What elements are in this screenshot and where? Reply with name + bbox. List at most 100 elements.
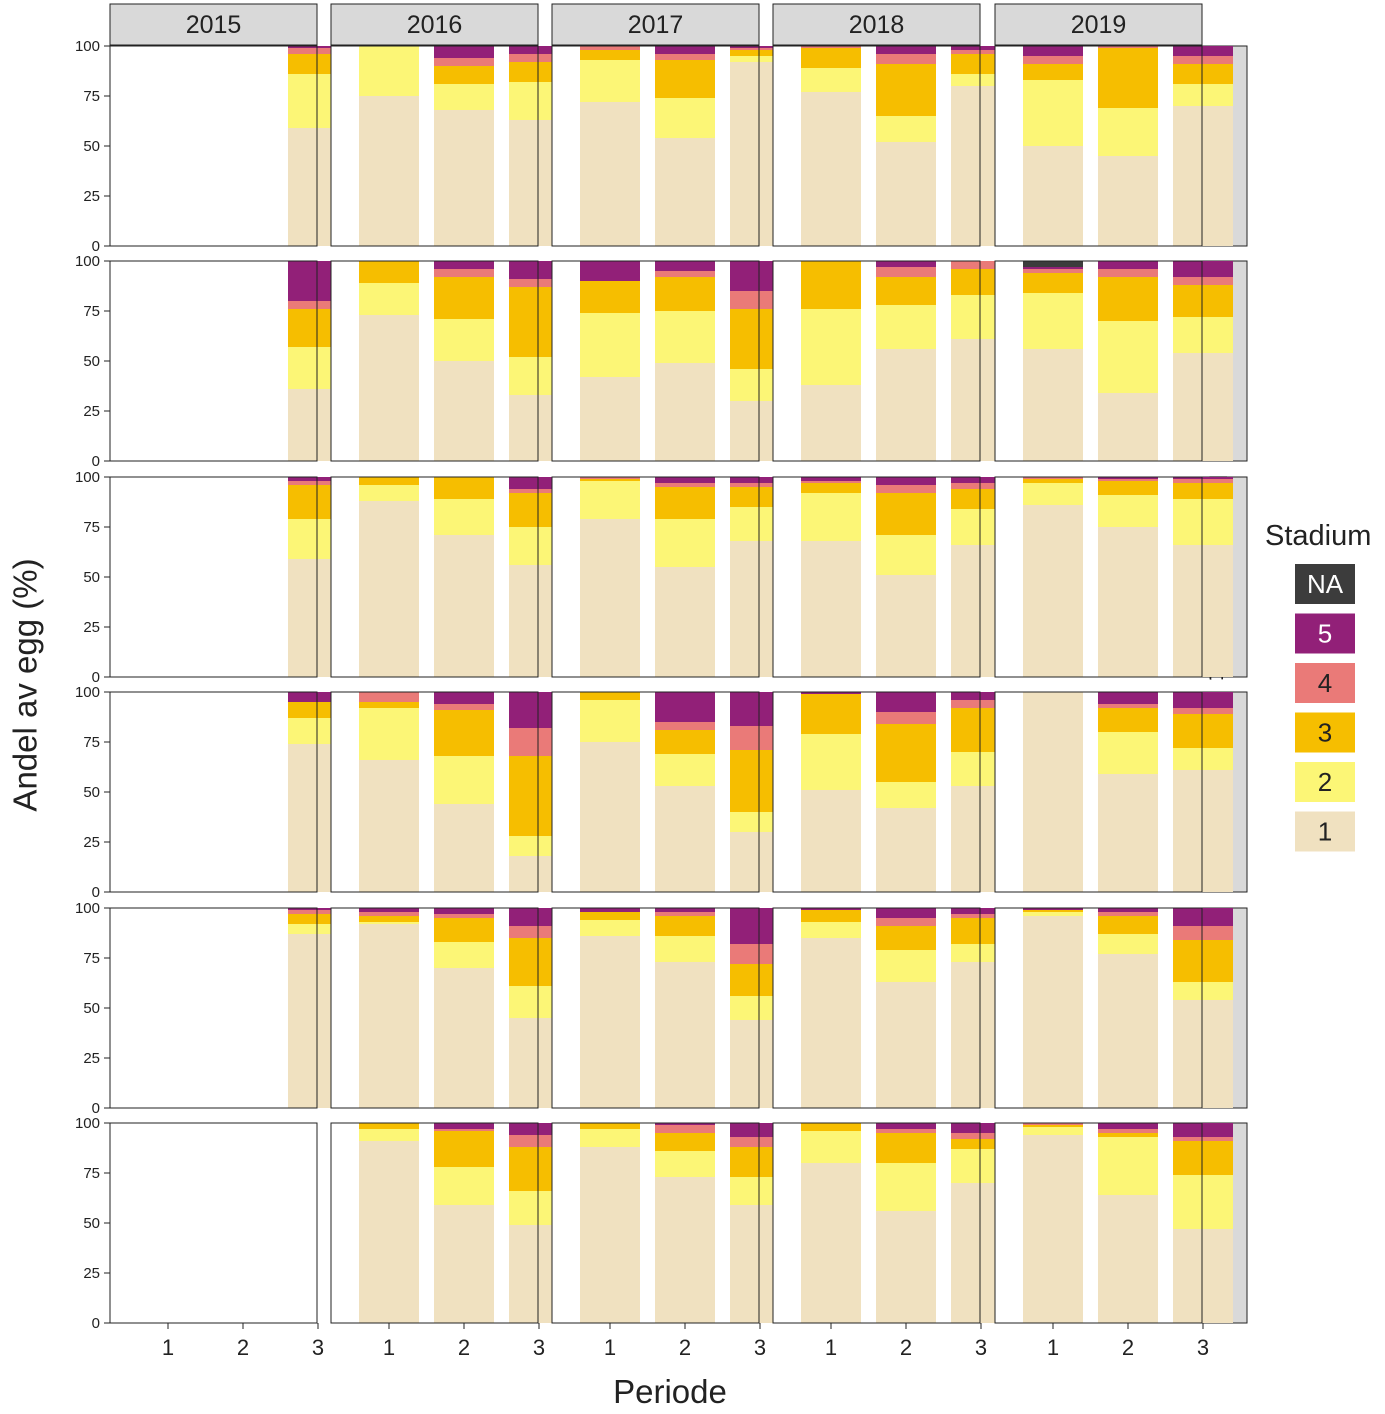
bar-segment-stadium-5 bbox=[1173, 46, 1233, 56]
bar-segment-stadium-5 bbox=[434, 46, 494, 58]
bar-segment-stadium-4 bbox=[1023, 269, 1083, 273]
bar-segment-stadium-5 bbox=[359, 908, 419, 912]
bar-segment-stadium-4 bbox=[876, 54, 936, 64]
bar-segment-stadium-5 bbox=[1098, 692, 1158, 704]
y-tick-label: 75 bbox=[83, 734, 100, 751]
bar-segment-stadium-1 bbox=[1098, 156, 1158, 246]
bar-segment-stadium-3 bbox=[655, 1133, 715, 1151]
bar-segment-stadium-1 bbox=[655, 138, 715, 246]
bar-segment-stadium-3 bbox=[876, 277, 936, 305]
bar-segment-stadium-4 bbox=[1173, 1137, 1233, 1141]
y-tick-label: 100 bbox=[75, 253, 100, 270]
y-tick-label: 75 bbox=[83, 88, 100, 105]
bar-segment-stadium-3 bbox=[1098, 481, 1158, 495]
bar-segment-stadium-1 bbox=[434, 1205, 494, 1323]
bar-segment-stadium-5 bbox=[509, 46, 569, 54]
bar-segment-stadium-2 bbox=[1098, 495, 1158, 527]
bar-segment-stadium-2 bbox=[434, 756, 494, 804]
bar-segment-stadium-1 bbox=[1098, 527, 1158, 677]
panel-border bbox=[994, 691, 1203, 893]
y-tick-label: 50 bbox=[83, 353, 100, 370]
bar-segment-stadium-1 bbox=[359, 760, 419, 892]
bar-segment-stadium-3 bbox=[580, 479, 640, 481]
bar-segment-stadium-1 bbox=[876, 982, 936, 1108]
panel-border bbox=[330, 691, 539, 893]
y-tick-label: 50 bbox=[83, 1000, 100, 1017]
bar-segment-stadium-4 bbox=[434, 1129, 494, 1131]
x-tick-label: 1 bbox=[383, 1335, 395, 1360]
bar-segment-stadium-2 bbox=[876, 116, 936, 142]
bar-segment-stadium-1 bbox=[1173, 106, 1233, 246]
bar-segment-stadium-5 bbox=[1173, 477, 1233, 479]
bar-segment-stadium-4 bbox=[1023, 477, 1083, 479]
bar-segment-stadium-2 bbox=[580, 920, 640, 936]
bar-segment-stadium-1 bbox=[801, 938, 861, 1108]
bar-segment-stadium-1 bbox=[655, 1177, 715, 1323]
bar-segment-stadium-3 bbox=[1173, 940, 1233, 982]
bar-segment-stadium-2 bbox=[655, 311, 715, 363]
x-tick-label: 1 bbox=[1047, 1335, 1059, 1360]
bar-segment-stadium-3 bbox=[951, 1139, 1011, 1149]
bar-segment-stadium-2 bbox=[876, 782, 936, 808]
bar-segment-stadium-4 bbox=[655, 722, 715, 730]
bar-segment-stadium-2 bbox=[1023, 293, 1083, 349]
legend-swatch-na bbox=[1295, 564, 1355, 604]
bar-segment-stadium-na bbox=[1023, 261, 1083, 267]
bar-segment-stadium-2 bbox=[359, 708, 419, 760]
bar-segment-stadium-2 bbox=[580, 1129, 640, 1147]
bar-segment-stadium-2 bbox=[1173, 1175, 1233, 1229]
bar-segment-stadium-3 bbox=[655, 277, 715, 311]
bar-segment-stadium-2 bbox=[434, 1167, 494, 1205]
y-tick-label: 0 bbox=[92, 669, 100, 686]
bar-segment-stadium-4 bbox=[655, 483, 715, 487]
bar-segment-stadium-5 bbox=[434, 1123, 494, 1129]
bar-segment-stadium-3 bbox=[359, 1123, 419, 1129]
bar-segment-stadium-2 bbox=[359, 283, 419, 315]
bar-segment-stadium-5 bbox=[876, 908, 936, 918]
bar-segment-stadium-1 bbox=[801, 790, 861, 892]
bar-segment-stadium-3 bbox=[434, 918, 494, 942]
panel-bg-akvika-2015 bbox=[110, 692, 317, 892]
bar-segment-stadium-2 bbox=[580, 60, 640, 102]
strip-year-2015 bbox=[109, 3, 318, 46]
bar-segment-stadium-1 bbox=[434, 110, 494, 246]
bar-segment-stadium-2 bbox=[1173, 982, 1233, 1000]
panel-border bbox=[330, 1122, 539, 1324]
bar-segment-stadium-2 bbox=[359, 1129, 419, 1141]
bar-segment-stadium-1 bbox=[1173, 1000, 1233, 1108]
bar-segment-stadium-4 bbox=[876, 918, 936, 926]
bar-segment-stadium-5 bbox=[288, 46, 348, 48]
y-tick-label: 50 bbox=[83, 138, 100, 155]
bar-segment-stadium-2 bbox=[1173, 84, 1233, 106]
bar-segment-stadium-5 bbox=[951, 1123, 1011, 1133]
bar-segment-stadium-3 bbox=[655, 60, 715, 98]
bar-segment-stadium-4 bbox=[876, 1129, 936, 1133]
bar-segment-stadium-2 bbox=[655, 519, 715, 567]
strip-year-2018 bbox=[772, 3, 981, 46]
bar-segment-stadium-4 bbox=[655, 912, 715, 916]
bar-segment-stadium-2 bbox=[655, 754, 715, 786]
bar-segment-stadium-1 bbox=[434, 535, 494, 677]
bar-segment-stadium-1 bbox=[359, 96, 419, 246]
panel-bg-glasoysvaet-2015 bbox=[110, 46, 317, 246]
legend-swatch-5 bbox=[1295, 613, 1355, 654]
bar-segment-stadium-3 bbox=[801, 1123, 861, 1131]
bar-segment-stadium-1 bbox=[580, 102, 640, 246]
bar-segment-stadium-5 bbox=[801, 477, 861, 481]
bar-segment-stadium-4 bbox=[951, 914, 1011, 918]
bar-segment-stadium-5 bbox=[1098, 908, 1158, 912]
bar-segment-stadium-4 bbox=[509, 489, 569, 493]
bar-segment-stadium-4 bbox=[509, 279, 569, 287]
bar-segment-stadium-1 bbox=[655, 567, 715, 677]
x-tick-label: 2 bbox=[900, 1335, 912, 1360]
bar-segment-stadium-2 bbox=[801, 734, 861, 790]
bar-segment-stadium-5 bbox=[1098, 261, 1158, 269]
bar-segment-stadium-1 bbox=[655, 962, 715, 1108]
bar-segment-stadium-3 bbox=[655, 487, 715, 519]
bar-segment-stadium-3 bbox=[801, 694, 861, 734]
legend-label-na: NA bbox=[1307, 569, 1344, 599]
bar-segment-stadium-1 bbox=[359, 501, 419, 677]
bar-segment-stadium-2 bbox=[434, 499, 494, 535]
legend-swatch-2 bbox=[1295, 762, 1355, 802]
bar-segment-stadium-2 bbox=[876, 305, 936, 349]
